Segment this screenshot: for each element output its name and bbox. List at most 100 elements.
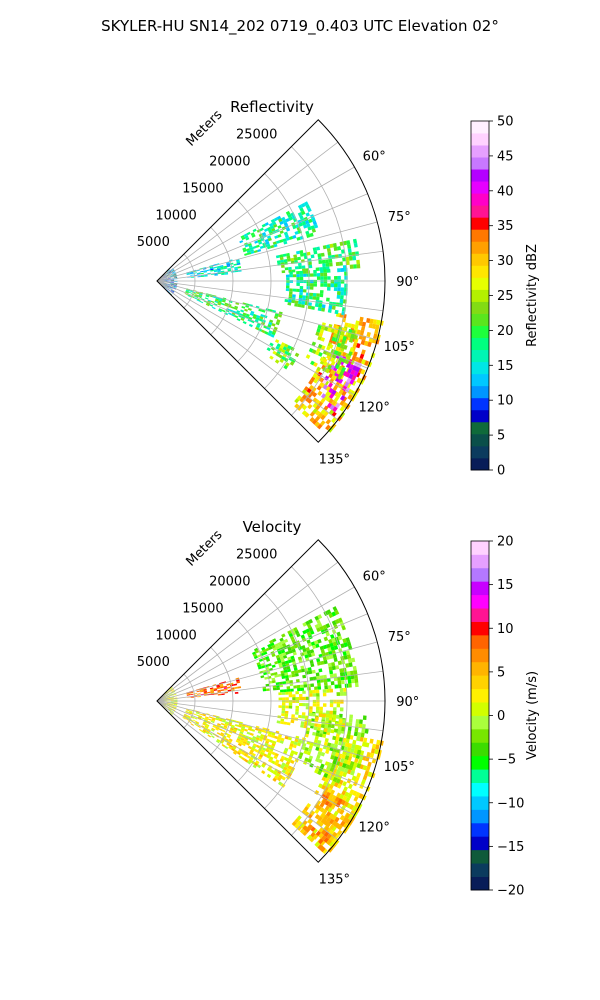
colorbar-swatch: [471, 863, 489, 877]
azimuth-tick-label: 60°: [363, 570, 386, 585]
colorbar-swatch: [471, 755, 489, 770]
colorbar-swatch: [471, 217, 489, 230]
colorbar-tick-label: 5: [497, 429, 505, 444]
colorbar-swatch: [471, 229, 489, 242]
colorbar-swatch: [471, 193, 489, 206]
velocity-panel: Velocity 60° 75° 90° 105° 120° 135° 5000 10000 1…: [137, 518, 420, 887]
colorbar-swatch: [471, 301, 489, 314]
colorbar-swatch: [471, 634, 489, 649]
colorbar-swatch: [471, 385, 489, 399]
colorbar-swatch: [471, 809, 489, 824]
figure-title: SKYLER-HU SN14_202 0719_0.403 UTC Elevat…: [101, 17, 499, 36]
azimuth-gridline: [156, 193, 368, 282]
colorbar-swatch: [471, 541, 489, 555]
reflectivity-panel: Reflectivity 60° 75° 90° 105° 120° 135° 5000 10…: [137, 98, 420, 467]
azimuth-gridline: [156, 221, 378, 282]
colorbar-tick-label: 40: [497, 184, 514, 199]
polar-grid: [156, 141, 385, 421]
colorbar-swatch: [471, 169, 489, 182]
colorbar-tick-label: 30: [497, 254, 514, 269]
echo-region: [252, 606, 359, 693]
range-tick-label: 5000: [137, 655, 170, 670]
range-tick-label: 10000: [155, 628, 196, 643]
range-tick-label: 25000: [236, 548, 277, 563]
colorbar-tick-label: 35: [497, 219, 514, 234]
colorbar-swatch: [471, 457, 489, 471]
colorbar-swatch: [471, 621, 489, 636]
panel-title: Reflectivity: [230, 98, 314, 116]
range-tick-label: 5000: [137, 235, 170, 250]
colorbar-swatch: [471, 836, 489, 851]
colorbar-swatch: [471, 133, 489, 146]
colorbar-swatch: [471, 313, 489, 326]
colorbar-tick-label: 20: [497, 324, 514, 339]
azimuth-gridline: [156, 670, 384, 702]
colorbar-swatch: [471, 121, 489, 134]
colorbar-swatch: [471, 445, 489, 459]
echo-region: [239, 201, 319, 256]
azimuth-tick-label: 60°: [363, 150, 386, 165]
colorbar-swatch: [471, 822, 489, 837]
range-tick-label: 10000: [155, 208, 196, 223]
colorbar-tick-label: −5: [497, 753, 516, 768]
range-tick-label: 25000: [236, 128, 277, 143]
polar-grid: [156, 561, 385, 841]
azimuth-tick-label: 105°: [384, 340, 415, 355]
azimuth-tick-label: 75°: [388, 630, 411, 645]
colorbar-swatch: [471, 702, 489, 716]
azimuth-gridline: [156, 280, 378, 341]
azimuth-gridline: [156, 700, 378, 761]
colorbar-swatch: [471, 205, 489, 218]
colorbar-swatch: [471, 715, 489, 730]
colorbar-tick-label: 10: [497, 394, 514, 409]
range-axis-label: Meters: [184, 527, 226, 569]
colorbar-swatch: [471, 421, 489, 435]
colorbar-swatch: [471, 581, 489, 596]
range-tick-label: 20000: [209, 155, 250, 170]
azimuth-tick-label: 135°: [319, 452, 350, 467]
reflectivity-colorbar: 0 5 10 15 20 25 30 35 40 45 50 Reflectivity dBZ: [470, 115, 540, 479]
azimuth-gridline: [156, 280, 355, 396]
echo-field: [157, 606, 384, 854]
colorbar-swatch: [471, 661, 489, 676]
colorbar-swatch: [471, 876, 489, 891]
panel-title: Velocity: [243, 518, 302, 536]
sector-outline: [156, 119, 386, 443]
range-tick-label: 20000: [209, 575, 250, 590]
colorbar-swatch: [471, 796, 489, 810]
colorbar-swatch: [471, 349, 489, 363]
colorbar-tick-label: 25: [497, 289, 514, 304]
colorbar-swatch: [471, 608, 489, 622]
colorbar-swatch: [471, 373, 489, 387]
colorbar-label: Reflectivity dBZ: [525, 244, 540, 347]
azimuth-gridline: [156, 700, 384, 732]
colorbar-swatch: [471, 648, 489, 663]
azimuth-tick-label: 90°: [396, 275, 419, 290]
azimuth-gridline: [156, 613, 368, 702]
range-axis-label: Meters: [184, 107, 226, 149]
colorbar-tick-label: 5: [497, 665, 505, 680]
colorbar-swatch: [471, 675, 489, 690]
colorbar-swatch: [471, 265, 489, 278]
azimuth-tick-label: 120°: [359, 400, 390, 415]
colorbar-swatch: [471, 145, 489, 158]
colorbar-swatch: [471, 849, 489, 864]
colorbar-tick-label: 0: [497, 464, 505, 479]
range-tick-label: 15000: [182, 181, 223, 196]
azimuth-gridline: [156, 250, 384, 282]
colorbar-swatch: [471, 782, 489, 797]
colorbar-swatch: [471, 181, 489, 194]
colorbar-swatch: [471, 688, 489, 703]
colorbar-tick-label: 45: [497, 149, 514, 164]
azimuth-tick-label: 105°: [384, 760, 415, 775]
colorbar-tick-label: 15: [497, 578, 514, 593]
colorbar-swatch: [471, 289, 489, 302]
colorbar-swatch: [471, 277, 489, 290]
azimuth-gridline: [156, 280, 339, 421]
colorbar-swatch: [471, 742, 489, 757]
colorbar-tick-label: 0: [497, 709, 505, 724]
azimuth-gridline: [156, 700, 339, 841]
colorbar-label: Velocity (m/s): [525, 671, 540, 760]
azimuth-tick-label: 90°: [396, 695, 419, 710]
colorbar-swatch: [471, 337, 489, 351]
